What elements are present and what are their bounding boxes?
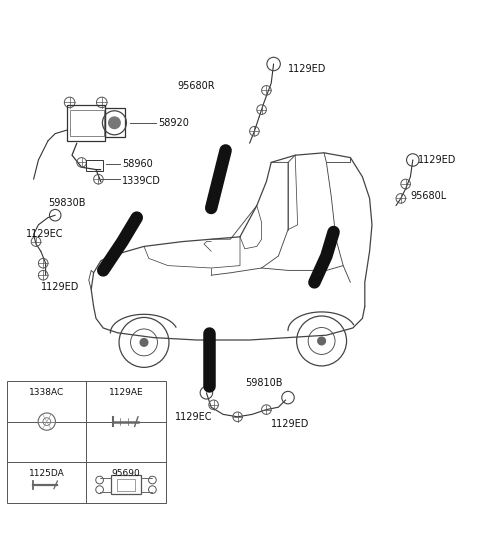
Bar	[86, 160, 103, 171]
Text: 1129ED: 1129ED	[271, 419, 310, 429]
Text: 1129EC: 1129EC	[26, 229, 64, 240]
Circle shape	[140, 339, 148, 346]
Text: 59810B: 59810B	[245, 378, 282, 388]
Text: 95690: 95690	[112, 470, 140, 478]
Bar	[7, 381, 166, 503]
Circle shape	[108, 117, 120, 129]
Bar	[70, 109, 104, 136]
Bar	[118, 479, 134, 490]
Text: 1129AE: 1129AE	[108, 388, 144, 397]
Text: 95680R: 95680R	[178, 80, 215, 91]
Text: 1129ED: 1129ED	[418, 155, 456, 165]
Text: 58960: 58960	[122, 159, 153, 169]
Text: 1129EC: 1129EC	[175, 412, 213, 422]
Text: 58920: 58920	[158, 118, 189, 128]
Text: 1129ED: 1129ED	[41, 282, 79, 292]
Circle shape	[318, 337, 325, 345]
Bar	[110, 475, 141, 494]
Text: 59830B: 59830B	[48, 198, 85, 208]
Text: 95680L: 95680L	[410, 191, 447, 201]
Bar	[67, 105, 105, 141]
Text: 1129ED: 1129ED	[288, 64, 326, 74]
Bar	[105, 108, 125, 137]
Text: 1339CD: 1339CD	[122, 176, 161, 185]
Text: 1338AC: 1338AC	[29, 388, 64, 397]
Text: 1125DA: 1125DA	[29, 470, 65, 478]
